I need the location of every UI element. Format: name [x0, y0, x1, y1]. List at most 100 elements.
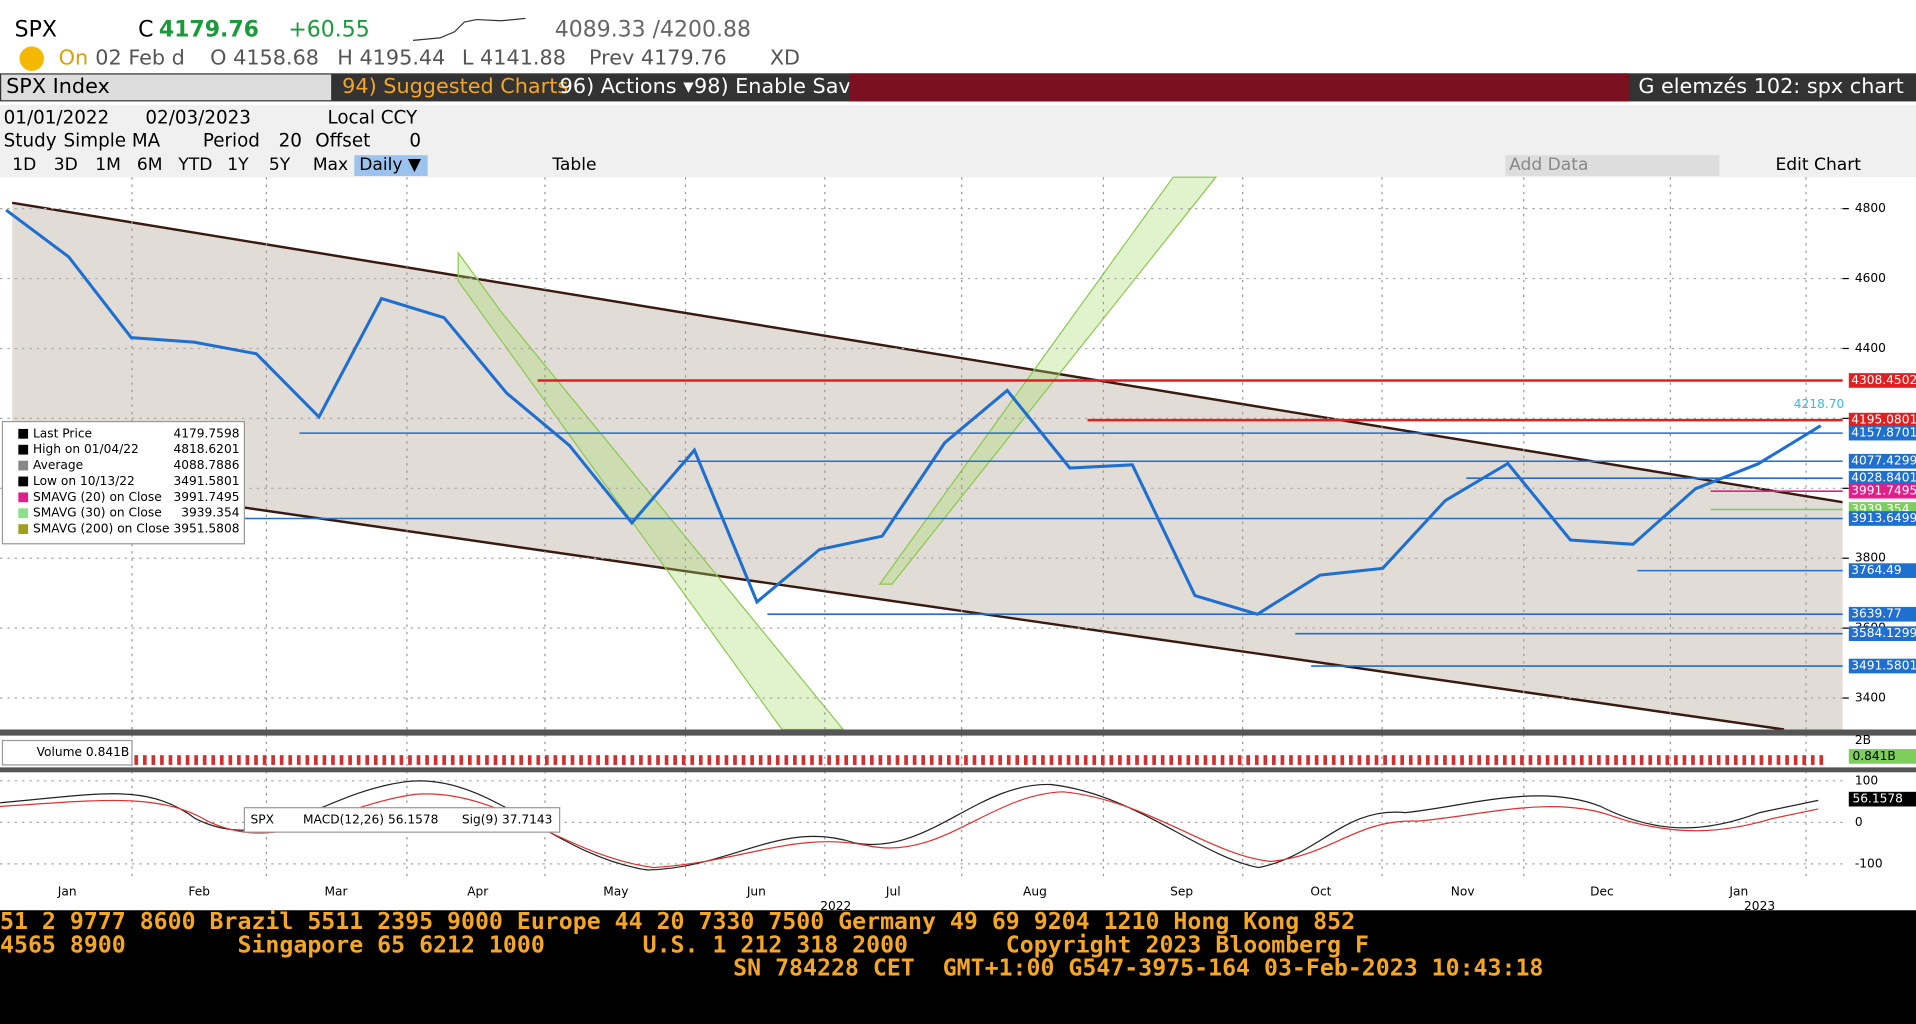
button[interactable]: 94) Suggested Charts	[342, 74, 568, 98]
volume-bar	[707, 755, 712, 765]
volume-bar	[1571, 755, 1576, 765]
volume-bar	[1280, 755, 1285, 765]
legend-label: Average	[33, 458, 83, 472]
level-tag	[1848, 511, 1916, 526]
button[interactable]: 96) Actions ▾	[560, 74, 695, 98]
y-tick-label: 4600	[1855, 271, 1886, 285]
frequency-box[interactable]	[354, 155, 428, 176]
signal-legend: Sig(9) 37.7143	[462, 812, 553, 826]
volume-bar	[818, 755, 823, 765]
volume-bar	[1665, 755, 1670, 765]
volume-bar	[621, 755, 626, 765]
add-data-box[interactable]	[1505, 155, 1720, 176]
volume-bar	[391, 755, 395, 765]
offset[interactable]: 0	[409, 131, 421, 152]
x-tick-label: Jan	[57, 885, 77, 899]
volume-bar	[929, 755, 934, 765]
volume-bar	[1400, 755, 1405, 765]
volume-bar	[998, 755, 1002, 765]
table[interactable]: Table	[551, 155, 596, 175]
range-button[interactable]: Max	[313, 155, 348, 175]
range-button[interactable]: 1D	[12, 155, 36, 175]
volume-bar	[1100, 755, 1105, 765]
button[interactable]: 98) Enable Save	[694, 74, 863, 98]
volume-bar	[1177, 755, 1182, 765]
range-button[interactable]: 6M	[137, 155, 163, 175]
volume-bar	[835, 755, 840, 765]
volume-bar	[767, 755, 772, 765]
volume-bar	[228, 755, 233, 765]
volume-bar	[1357, 755, 1362, 765]
currency[interactable]: Local CCY	[327, 108, 418, 129]
range-button[interactable]: 1Y	[227, 155, 249, 175]
volume-bar	[1314, 755, 1319, 765]
last: 4179.76	[159, 18, 259, 43]
volume-bar	[433, 755, 438, 765]
volume-bar	[972, 755, 977, 765]
separator	[0, 767, 1916, 773]
volume-tick: 2B	[1855, 733, 1871, 747]
start-date[interactable]: 01/01/2022	[4, 108, 110, 129]
x-tick-label: Aug	[1023, 885, 1047, 899]
volume-bar	[202, 755, 207, 765]
price-line	[5, 208, 1822, 616]
end-date[interactable]: 02/03/2023	[145, 108, 251, 129]
level-tag	[1848, 658, 1916, 674]
volume-bar	[887, 755, 891, 765]
study[interactable]: Simple MA	[64, 131, 161, 152]
volume-bar	[964, 755, 968, 765]
edit-chart[interactable]: Edit Chart	[1775, 155, 1861, 175]
volume-bar	[1083, 755, 1088, 765]
add-data[interactable]: Add Data	[1509, 155, 1588, 175]
range-button[interactable]: YTD	[177, 155, 212, 175]
page-name: G elemzés 102: spx chart	[1638, 74, 1903, 98]
legend-swatch	[18, 428, 29, 439]
volume-bar	[852, 755, 857, 765]
legend-label: SMAVG (200) on Close	[33, 522, 170, 536]
volume-bar	[1049, 755, 1054, 765]
volume-bar	[604, 755, 609, 765]
volume-bar	[279, 755, 284, 765]
x-tick-label: Apr	[467, 885, 489, 899]
exch: XD	[770, 46, 800, 70]
volume-bar	[1639, 755, 1644, 765]
legend-value: 4088.7886	[173, 458, 239, 472]
level-label: 3584.1299	[1851, 626, 1916, 640]
volume-bar	[639, 755, 643, 765]
volume-bar	[1092, 755, 1097, 765]
volume-bar	[741, 755, 746, 765]
level-label: 3491.5801	[1851, 659, 1916, 673]
volume-bar	[1015, 755, 1020, 765]
volume-bar	[356, 755, 361, 765]
security-box[interactable]	[1, 74, 332, 101]
range-button[interactable]: 3D	[54, 155, 78, 175]
volume-bar	[1263, 755, 1268, 765]
level-label: 3913.6499	[1851, 511, 1916, 525]
volume-bar	[373, 755, 378, 765]
volume-bar	[331, 755, 335, 765]
volume-bar	[382, 755, 387, 765]
legend-label: Last Price	[33, 426, 92, 440]
volume-bar	[690, 755, 695, 765]
volume-bar	[476, 755, 481, 765]
volume-bar	[921, 755, 926, 765]
volume-bar	[1810, 755, 1815, 765]
volume-bar	[1006, 755, 1011, 765]
volume-bar	[1793, 755, 1798, 765]
period[interactable]: 20	[279, 131, 302, 152]
volume-bar	[1725, 755, 1730, 765]
legend-swatch	[18, 460, 29, 471]
volume-bar	[1648, 755, 1653, 765]
range-button[interactable]: 1M	[95, 155, 121, 175]
frequency[interactable]: Daily ▼	[359, 155, 422, 175]
volume-bar	[1785, 755, 1789, 765]
level-tag	[1848, 412, 1916, 428]
volume-bar	[185, 755, 190, 765]
volume-bar	[681, 755, 686, 765]
ticker: SN 784228 CET GMT+1:00 G547-3975-164 03-…	[733, 955, 1543, 982]
study-label: Study	[4, 131, 57, 152]
range-button[interactable]: 5Y	[269, 155, 291, 175]
period-label: Period	[203, 131, 260, 152]
volume-bar	[1254, 755, 1259, 765]
